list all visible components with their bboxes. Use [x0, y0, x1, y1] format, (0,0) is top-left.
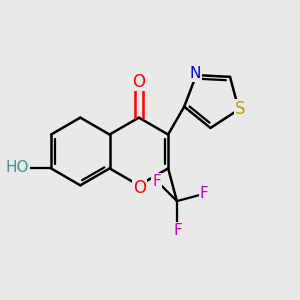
Text: S: S — [235, 100, 245, 118]
Text: F: F — [200, 186, 209, 201]
Text: N: N — [190, 66, 201, 81]
Text: F: F — [152, 174, 161, 189]
Text: HO: HO — [6, 160, 29, 175]
Text: F: F — [173, 223, 182, 238]
Text: O: O — [132, 73, 146, 91]
Text: O: O — [133, 179, 146, 197]
